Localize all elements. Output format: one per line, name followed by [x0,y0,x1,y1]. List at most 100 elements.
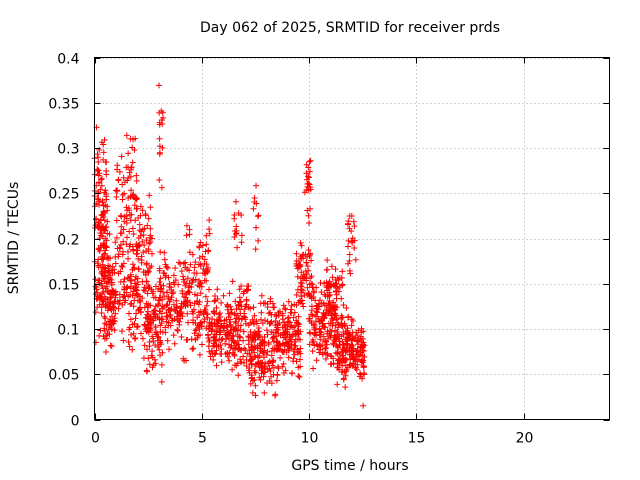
data-point [125,293,132,300]
data-point [293,250,300,257]
data-point [211,337,218,344]
y-tick-label: 0.2 [57,233,79,249]
y-tick-labels: 0 0.05 0.1 0.15 0.2 0.25 0.3 0.35 0.4 [48,52,79,430]
data-point [170,272,177,279]
data-point [197,320,204,327]
data-point [338,295,345,302]
data-point [295,373,302,380]
data-point [143,237,150,244]
data-point [174,326,181,333]
data-point [355,327,362,334]
data-point [158,361,165,368]
data-point [102,235,109,242]
data-point [322,345,329,352]
data-point [177,260,184,267]
data-point [297,263,304,270]
data-point [294,286,301,293]
data-point [279,312,286,319]
data-point [182,259,189,266]
data-point [226,357,233,364]
data-point [95,245,102,252]
data-point [237,298,244,305]
data-point [126,326,133,333]
data-point [234,337,241,344]
data-point [236,294,243,301]
data-point [117,278,124,285]
data-point [295,299,302,306]
data-point [141,304,148,311]
data-point [146,240,153,247]
data-point [313,357,320,364]
data-point [145,282,152,289]
data-point [218,299,225,306]
data-point [267,368,274,375]
data-point [329,274,336,281]
data-point [134,323,141,330]
data-point [301,273,308,280]
data-point [139,207,146,214]
data-point [108,281,115,288]
data-point [127,173,134,180]
data-point [253,224,260,231]
data-point [250,304,257,311]
data-point [307,157,314,164]
data-point [294,327,301,334]
data-point [191,264,198,271]
data-point [156,109,163,116]
data-point [143,278,150,285]
data-point [144,290,151,297]
data-point [235,346,242,353]
data-point [293,358,300,365]
data-point [224,303,231,310]
data-point [123,241,130,248]
data-point [237,359,244,365]
data-point [129,225,136,232]
data-point [184,310,191,317]
data-point [191,330,198,337]
data-point [346,257,353,264]
data-point [156,177,163,184]
data-point [346,251,353,258]
data-point [353,338,360,345]
data-point [196,351,203,358]
data-point [339,268,346,275]
data-point [307,184,314,191]
data-point [178,303,185,310]
data-point [161,249,168,256]
data-point [123,215,130,222]
data-point [224,350,231,357]
data-point [156,294,163,301]
data-point [185,319,192,326]
data-point [115,253,122,260]
data-point [108,267,115,274]
data-point [142,269,149,276]
data-point [175,281,182,288]
data-point [97,294,104,301]
data-point [164,301,171,308]
data-point [231,339,238,346]
data-point [335,356,342,363]
data-point [322,338,329,345]
y-tick-label: 0 [71,414,80,430]
data-point [98,282,105,289]
data-point [237,334,244,341]
data-point [265,310,272,317]
data-point [148,286,155,293]
data-point [156,82,163,89]
data-point [145,329,152,336]
data-point [113,234,120,241]
data-point [208,320,215,327]
data-point [333,288,340,295]
data-point [155,334,162,341]
data-point [282,306,289,313]
data-point [324,293,331,300]
data-point [206,226,213,233]
data-point [345,260,352,267]
data-point [152,324,159,331]
data-point [141,242,148,249]
data-point [298,242,305,249]
data-point [165,295,172,302]
data-point [159,316,166,323]
data-point [105,255,112,262]
data-point [135,234,142,241]
